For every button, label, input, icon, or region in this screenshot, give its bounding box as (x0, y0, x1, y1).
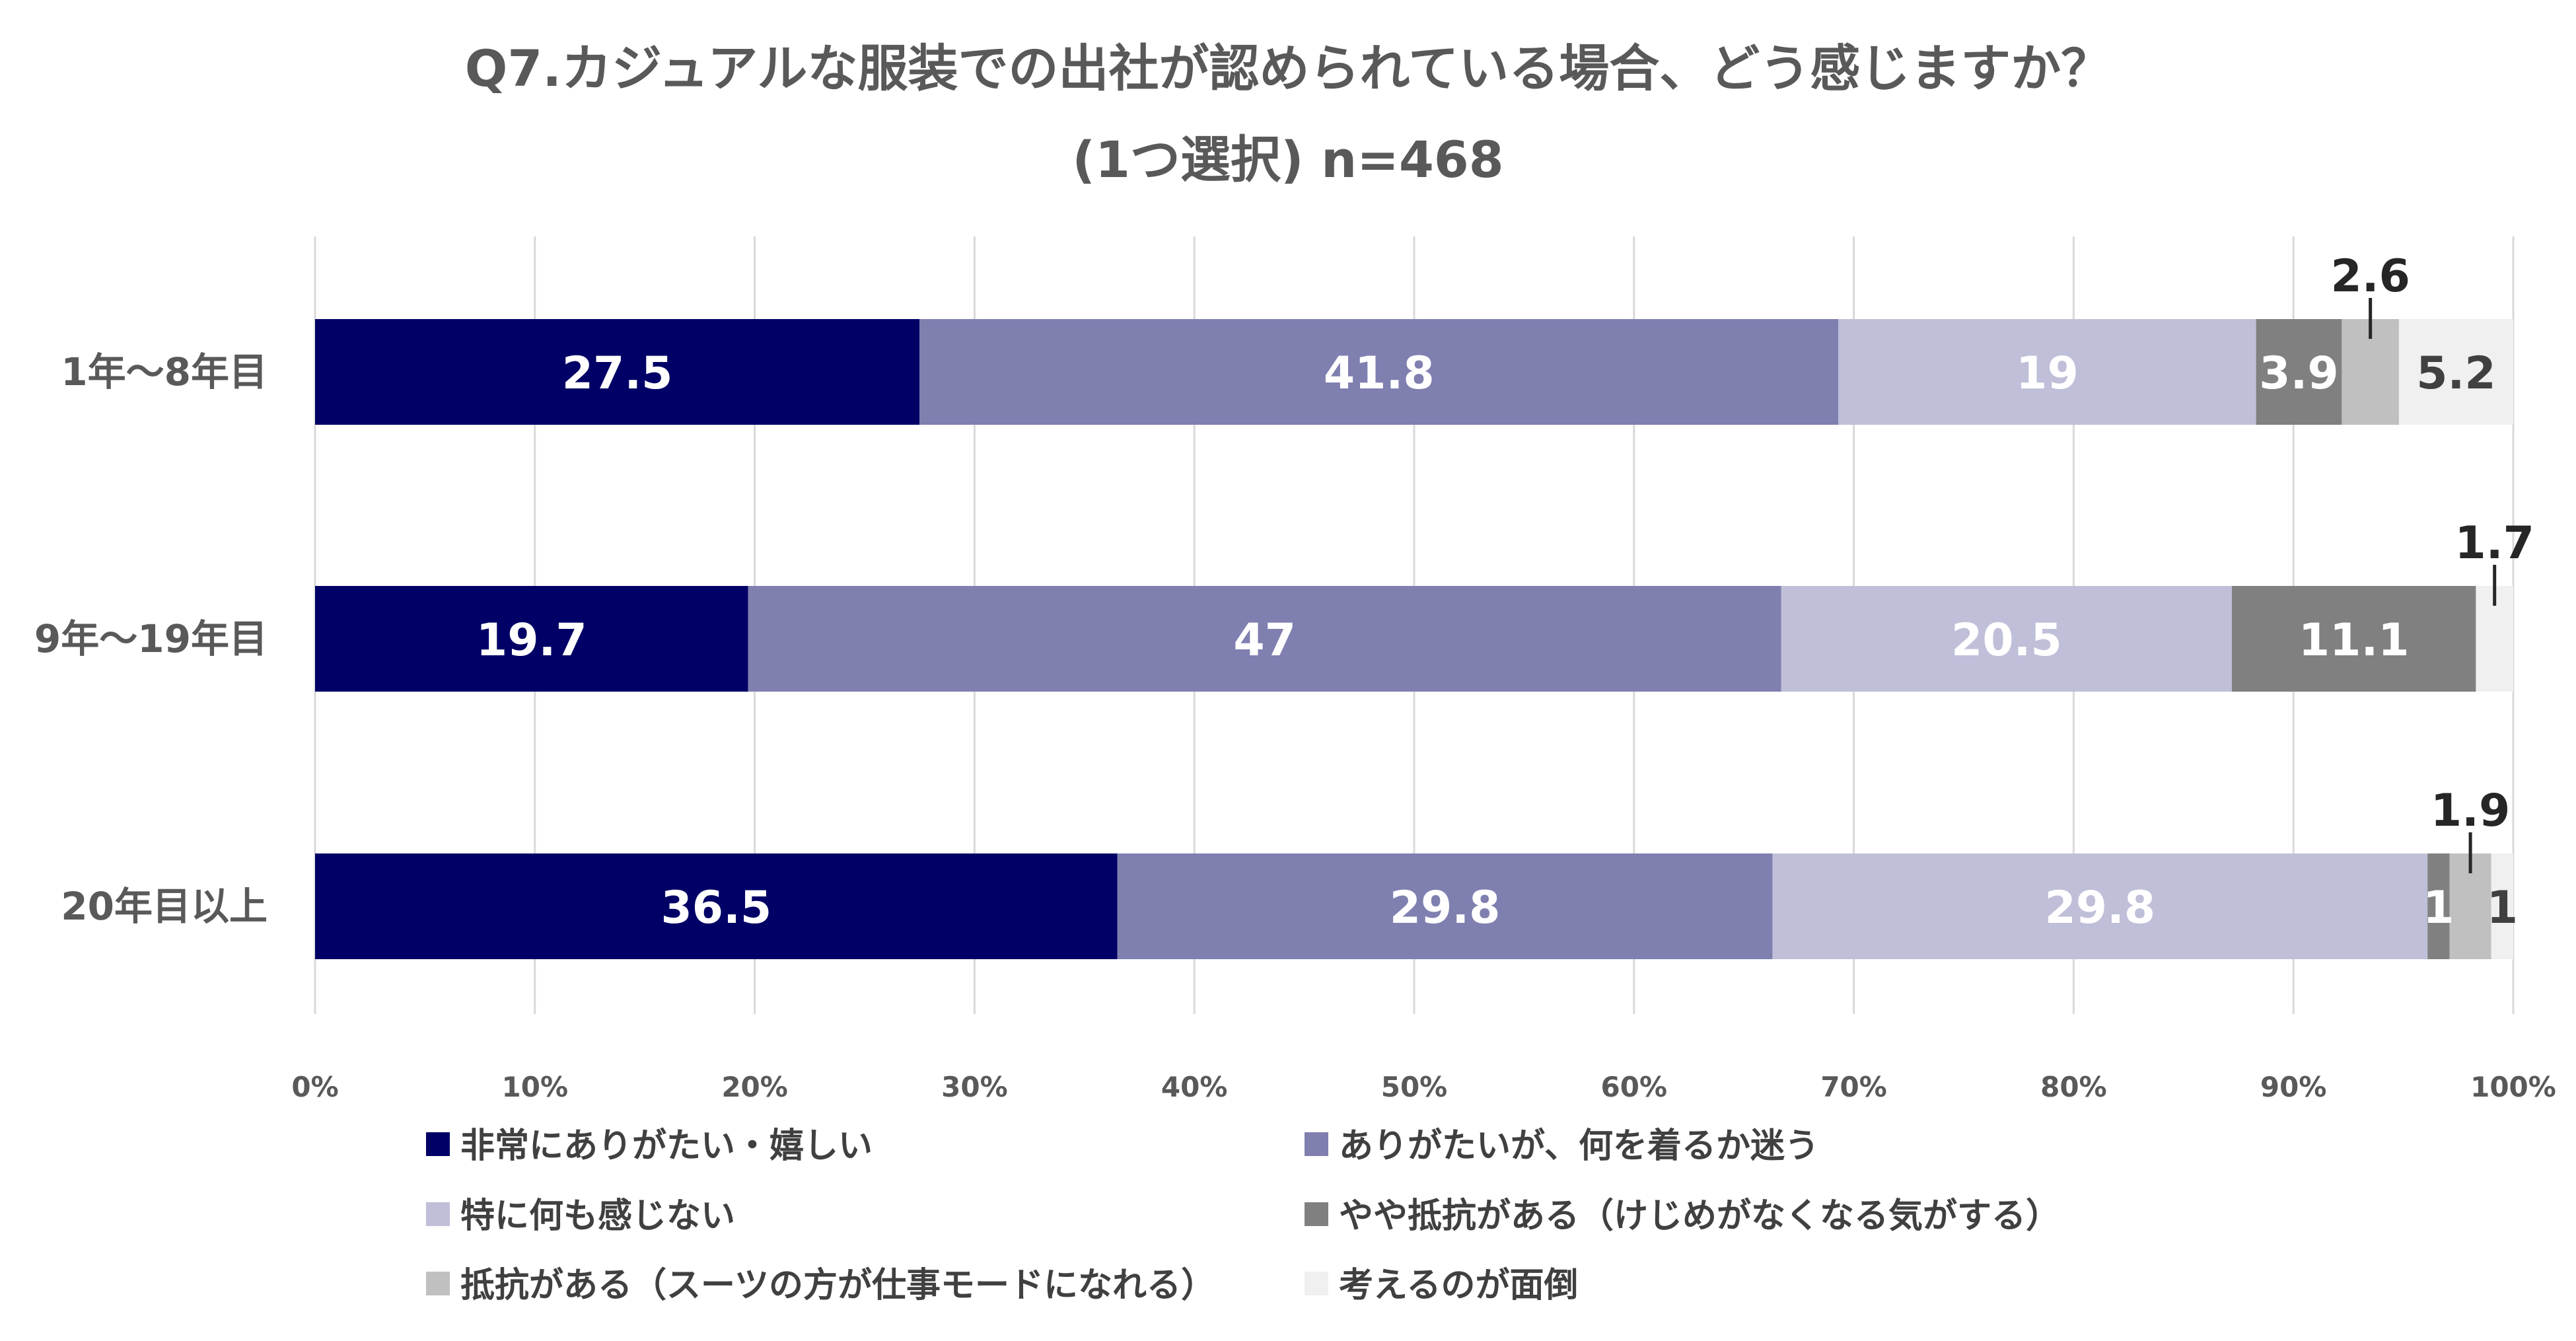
legend-label: 抵抗がある（スーツの方が仕事モードになれる） (460, 1266, 1215, 1305)
legend-swatch (1305, 1202, 1328, 1226)
legend-label: やや抵抗がある（けじめがなくなる気がする） (1339, 1196, 2060, 1236)
data-label: 20.5 (1951, 614, 2062, 667)
bar-segment (748, 586, 1781, 692)
legend-label: 特に何も感じない (460, 1196, 735, 1236)
x-tick-label: 30% (941, 1071, 1008, 1103)
bar-segment (2232, 586, 2476, 692)
x-tick-label: 50% (1381, 1071, 1448, 1103)
data-label: 1 (2423, 882, 2454, 934)
bar-segment (315, 586, 748, 692)
data-label: 1.9 (2431, 785, 2510, 837)
bar-segment (1772, 853, 2428, 959)
data-label: 19 (2016, 347, 2079, 400)
chart-subtitle: (1つ選択) n=468 (1072, 130, 1503, 189)
x-tick-label: 0% (291, 1071, 338, 1103)
chart-title: Q7.カジュアルな服装での出社が認められている場合、どう感じますか？ (465, 39, 2111, 98)
bar-segment (919, 319, 1839, 425)
bar-segment (315, 853, 1118, 959)
bar-segment (315, 319, 920, 425)
legend-label: 考えるのが面倒 (1339, 1266, 1578, 1305)
x-tick-label: 40% (1161, 1071, 1228, 1103)
category-labels: 1年〜8年目 9年〜19年目 20年目以上 (34, 349, 268, 929)
data-label: 19.7 (476, 614, 587, 667)
bar-segment (2398, 319, 2513, 425)
x-tick-label: 20% (721, 1071, 788, 1103)
legend-swatch (426, 1272, 450, 1295)
data-label: 47 (1233, 614, 1296, 667)
category-label: 1年〜8年目 (61, 349, 268, 394)
data-label: 11.1 (2299, 614, 2410, 667)
x-tick-label: 10% (502, 1071, 569, 1103)
bar-segment (1781, 586, 2233, 692)
data-label: 5.2 (2416, 347, 2495, 400)
x-tick-label: 70% (1820, 1071, 1887, 1103)
x-tick-label: 100% (2470, 1071, 2556, 1103)
category-label: 9年〜19年目 (34, 616, 268, 661)
data-label: 3.9 (2259, 347, 2338, 400)
category-label: 20年目以上 (61, 884, 268, 929)
bar-segment (2256, 319, 2342, 425)
legend-label: 非常にありがたい・嬉しい (460, 1126, 873, 1166)
legend-swatch (1305, 1132, 1328, 1156)
bars: 27.5 41.8 19 3.9 2.65.2 19.7 47 20.5 11.1 1.7 36.5… (315, 250, 2534, 959)
legend-swatch (426, 1132, 450, 1156)
data-label: 36.5 (661, 882, 771, 934)
x-tick-label: 80% (2040, 1071, 2107, 1103)
legend-swatch (426, 1202, 450, 1226)
data-label: 27.5 (562, 347, 673, 400)
legend-label: ありがたいが、何を着るか迷う (1339, 1126, 1819, 1166)
data-label: 2.6 (2330, 250, 2410, 303)
x-tick-label: 60% (1601, 1071, 1668, 1103)
data-label: 29.8 (2044, 882, 2155, 934)
data-label: 1.7 (2454, 517, 2534, 569)
legend-swatch (1305, 1272, 1328, 1295)
x-tick-label: 90% (2260, 1071, 2327, 1103)
data-label: 1 (2487, 882, 2518, 934)
bar-segment (2427, 853, 2450, 959)
data-label: 41.8 (1324, 347, 1435, 400)
x-axis-ticks: 0% 10% 20% 30% 40% 50% 60% 70% 80% 90% 100% (291, 1071, 2556, 1103)
bar-segment (1117, 853, 1773, 959)
bar-segment (2491, 853, 2513, 959)
data-label: 29.8 (1390, 882, 1501, 934)
bar-segment (1838, 319, 2256, 425)
